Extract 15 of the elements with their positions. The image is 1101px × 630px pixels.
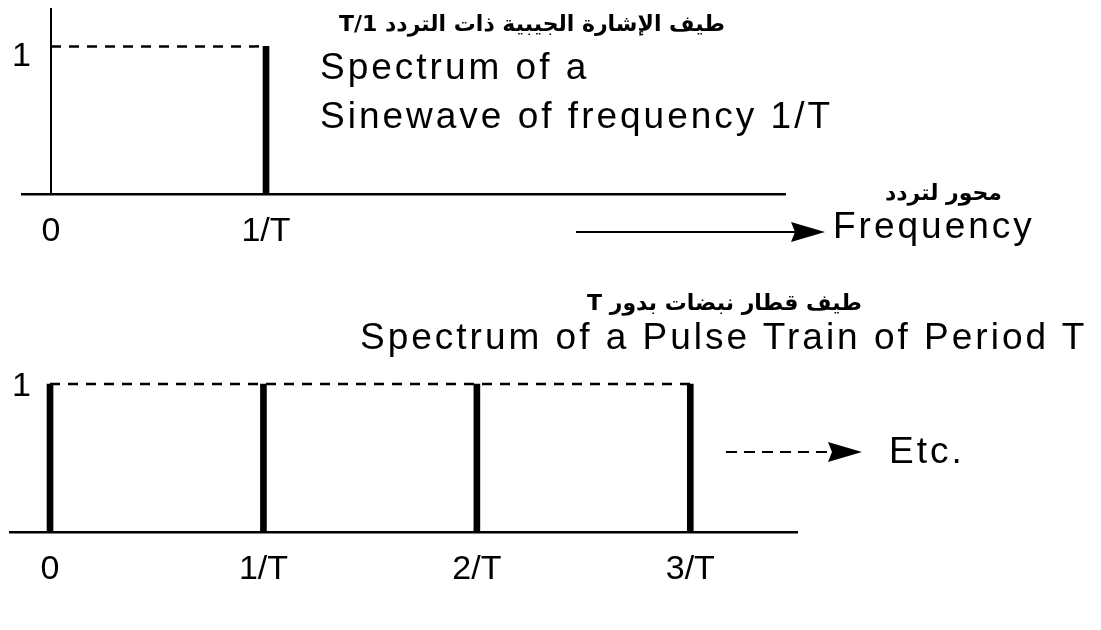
- chart-title: Spectrum of a Pulse Train of Period T: [360, 316, 1088, 358]
- x-tick-label: 2/T: [452, 547, 502, 586]
- x-tick-label: 0: [40, 547, 60, 586]
- text: محور لتردد: [884, 180, 1002, 206]
- x-tick-label: 0: [41, 209, 61, 248]
- text: طيف الإشارة الجيبية ذات التردد 1/T: [339, 11, 725, 37]
- text: Frequency: [833, 205, 1035, 247]
- x-tick-label: 1/T: [238, 547, 288, 586]
- text: Etc.: [889, 430, 965, 472]
- chart-subtitle: طيف قطار نبضات بدور T: [587, 290, 862, 316]
- x-tick-label: 3/T: [665, 547, 715, 586]
- annotation: 1: [12, 35, 31, 73]
- annotation: 1: [12, 365, 31, 403]
- text: Spectrum of a Sinewave of frequency 1/T: [320, 45, 834, 138]
- x-tick-label: 1/T: [241, 209, 291, 248]
